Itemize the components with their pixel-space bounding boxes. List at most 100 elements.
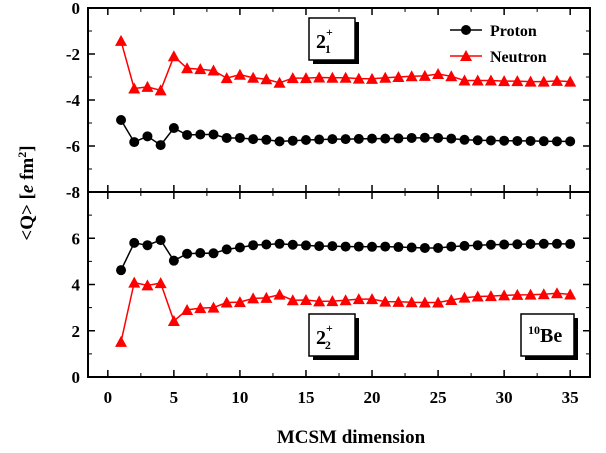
proton-point-bottom — [168, 255, 179, 266]
neutron-point-bottom — [167, 315, 180, 327]
neutron-point-top — [299, 72, 312, 84]
neutron-point-top — [207, 64, 220, 76]
proton-point-bottom — [433, 242, 444, 253]
proton-point-top — [287, 135, 298, 146]
x-tick-label: 5 — [170, 388, 179, 407]
proton-point-bottom — [380, 241, 391, 252]
proton-point-bottom — [261, 239, 272, 250]
neutron-point-bottom — [233, 296, 246, 308]
nucleus-label-box — [520, 313, 575, 357]
proton-point-top — [380, 133, 391, 144]
x-tick-label: 10 — [231, 388, 248, 407]
neutron-point-bottom — [537, 288, 550, 300]
proton-point-bottom — [129, 237, 140, 248]
proton-point-bottom — [367, 241, 378, 252]
proton-point-bottom — [446, 241, 457, 252]
neutron-point-top — [115, 34, 128, 46]
x-tick-label: 15 — [297, 388, 314, 407]
proton-point-bottom — [274, 238, 285, 249]
neutron-point-top — [220, 72, 233, 84]
y-tick-label-bottom: 4 — [72, 276, 81, 295]
proton-point-bottom — [234, 242, 245, 253]
x-tick-label: 35 — [562, 388, 579, 407]
neutron-point-top — [405, 70, 418, 82]
proton-point-top — [300, 135, 311, 146]
neutron-point-top — [233, 68, 246, 80]
state-label-top-main: 2 — [316, 31, 326, 53]
neutron-point-top — [511, 75, 524, 87]
proton-point-top — [367, 133, 378, 144]
nucleus-label: 10Be — [528, 323, 562, 347]
proton-point-bottom — [393, 242, 404, 253]
y-tick-label-bottom: 0 — [72, 368, 81, 387]
neutron-point-bottom — [115, 335, 128, 347]
proton-point-top — [419, 132, 430, 143]
proton-point-bottom — [155, 235, 166, 246]
neutron-point-bottom — [273, 288, 286, 300]
neutron-point-bottom — [550, 287, 563, 299]
proton-point-bottom — [287, 239, 298, 250]
state-label-top-sup: + — [326, 25, 333, 39]
proton-point-bottom — [327, 241, 338, 252]
y-axis-title: <Q> [e fm2] — [15, 145, 38, 240]
neutron-point-bottom — [339, 294, 352, 306]
neutron-point-bottom — [524, 288, 537, 300]
y-tick-label-top: -8 — [66, 183, 80, 202]
neutron-point-bottom — [564, 288, 577, 300]
proton-point-bottom — [195, 248, 206, 259]
neutron-point-top — [247, 71, 260, 83]
state-label-bottom-box — [308, 313, 356, 357]
x-tick-label: 0 — [104, 388, 113, 407]
proton-point-top — [274, 136, 285, 147]
proton-point-top — [314, 134, 325, 145]
state-label-top-box — [308, 17, 356, 61]
neutron-point-bottom — [286, 294, 299, 306]
neutron-point-top — [550, 74, 563, 86]
proton-point-top — [525, 135, 536, 146]
legend-neutron-marker — [460, 50, 472, 61]
neutron-point-bottom — [484, 290, 497, 302]
proton-point-top — [234, 132, 245, 143]
x-tick-label: 25 — [430, 388, 447, 407]
neutron-point-top — [326, 71, 339, 83]
proton-point-top — [208, 129, 219, 140]
y-tick-label-top: 0 — [72, 0, 81, 18]
proton-point-bottom — [142, 240, 153, 251]
proton-point-top — [538, 136, 549, 147]
neutron-point-top — [445, 70, 458, 82]
proton-point-top — [433, 132, 444, 143]
neutron-point-bottom — [207, 301, 220, 313]
neutron-point-bottom — [220, 296, 233, 308]
state-label-top: 2+ 1 — [316, 25, 333, 56]
legend: Proton Neutron — [450, 23, 547, 66]
state-label-bottom-sup: + — [326, 321, 333, 335]
neutron-point-top — [154, 84, 167, 96]
neutron-point-top — [181, 62, 194, 74]
neutron-point-top — [194, 63, 207, 75]
neutron-point-top — [484, 74, 497, 86]
proton-point-bottom — [538, 238, 549, 249]
state-label-bottom-sub: 2 — [325, 338, 331, 352]
proton-point-top — [129, 137, 140, 148]
proton-point-bottom — [248, 240, 259, 251]
neutron-point-bottom — [194, 302, 207, 314]
proton-point-top — [446, 133, 457, 144]
proton-point-top — [261, 134, 272, 145]
proton-point-top — [499, 135, 510, 146]
proton-point-top — [116, 115, 127, 126]
proton-point-bottom — [551, 238, 562, 249]
proton-point-bottom — [525, 239, 536, 250]
proton-point-bottom — [314, 241, 325, 252]
neutron-point-top — [379, 71, 392, 83]
y-axis-title-pre: <Q> [ — [17, 193, 38, 241]
neutron-point-top — [537, 75, 550, 87]
y-tick-label-top: -6 — [66, 137, 80, 156]
neutron-point-top — [128, 82, 141, 94]
proton-point-top — [195, 129, 206, 140]
proton-point-top — [472, 135, 483, 146]
proton-point-top — [221, 132, 232, 143]
proton-point-bottom — [300, 240, 311, 251]
legend-neutron-label: Neutron — [490, 49, 547, 66]
neutron-point-bottom — [418, 296, 431, 308]
neutron-point-top — [418, 69, 431, 81]
